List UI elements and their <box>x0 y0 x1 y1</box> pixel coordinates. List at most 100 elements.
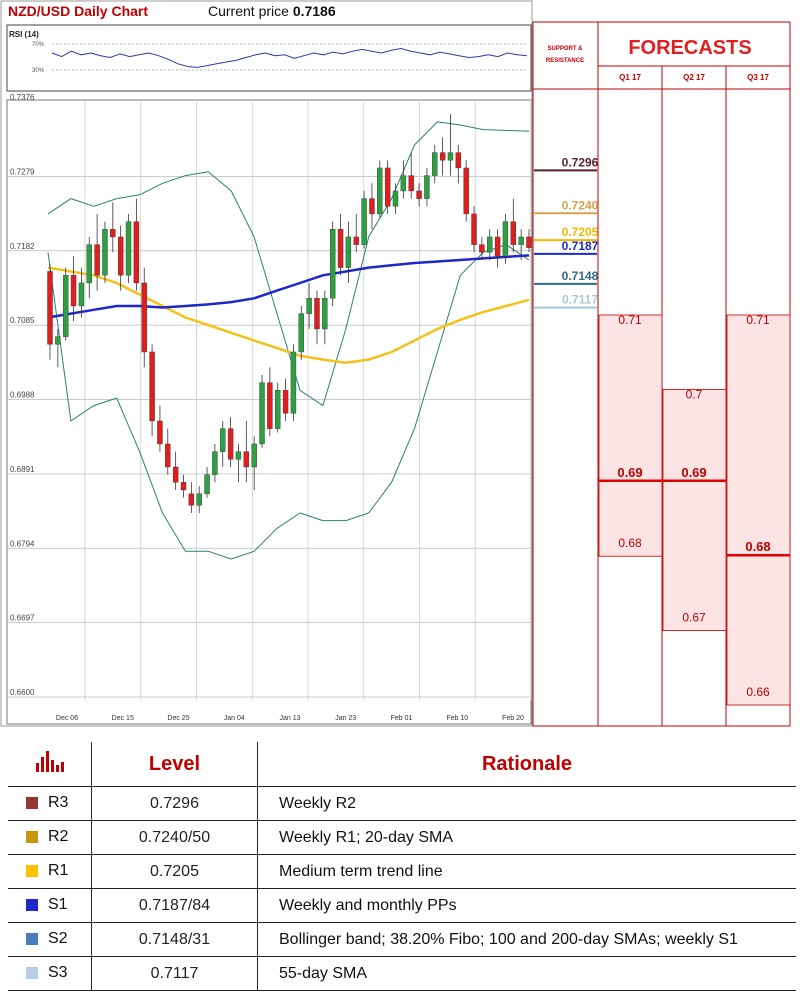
candle-body <box>479 244 485 253</box>
rsi-level-label: 70% <box>32 42 45 48</box>
candle-body <box>86 244 92 284</box>
candle-body <box>188 493 195 506</box>
candle-body <box>306 298 312 314</box>
color-swatch <box>26 899 38 912</box>
candle-body <box>455 152 462 169</box>
y-tick-label: 0.6697 <box>10 614 35 623</box>
col-header-level: Level <box>91 742 258 787</box>
candle-body <box>102 229 108 276</box>
candle-body <box>165 443 171 468</box>
row-tag: S3 <box>8 956 92 991</box>
candle-body <box>384 167 391 207</box>
level-tag: S2 <box>48 930 68 948</box>
level-value: 0.7148/31 <box>91 922 258 957</box>
color-swatch <box>26 797 38 810</box>
x-tick-label: Feb 01 <box>391 715 413 722</box>
rationale-text: Medium term trend line <box>257 854 796 889</box>
sma-55-line <box>47 266 530 364</box>
table-row: S1 0.7187/84 Weekly and monthly PPs <box>8 888 796 923</box>
candle-body <box>471 213 477 245</box>
x-tick-label: Jan 04 <box>224 715 245 722</box>
x-tick-label: Dec 06 <box>56 715 78 722</box>
forecast-range <box>662 388 727 631</box>
current-price-value: 0.7186 <box>292 3 336 19</box>
candle-body <box>502 221 509 257</box>
candle-body <box>439 152 446 161</box>
candle-body <box>149 351 155 422</box>
color-swatch <box>26 933 38 946</box>
table-row: R1 0.7205 Medium term trend line <box>8 854 796 889</box>
forecast-low: 0.68 <box>618 536 642 550</box>
candle-body <box>392 190 399 207</box>
candle-body <box>267 382 273 429</box>
rsi-line <box>51 47 528 68</box>
y-tick-label: 0.6891 <box>10 465 35 474</box>
rationale-text: Weekly R1; 20-day SMA <box>257 820 796 855</box>
table-row: S3 0.7117 55-day SMA <box>8 956 796 991</box>
candle-body <box>487 236 493 253</box>
forecast-mid: 0.68 <box>745 539 770 554</box>
x-tick-label: Jan 23 <box>335 715 356 722</box>
forecast-range <box>598 314 663 557</box>
bollinger-lower-band <box>47 244 530 560</box>
candle-body <box>510 221 516 245</box>
table-row: R3 0.7296 Weekly R2 <box>8 786 796 821</box>
row-tag: S2 <box>8 922 92 957</box>
candle-body <box>117 236 124 276</box>
rationale-text: 55-day SMA <box>257 956 796 991</box>
level-value: 0.7205 <box>91 854 258 889</box>
candle-body <box>432 152 438 176</box>
level-value: 0.7187/84 <box>91 888 258 923</box>
candle-body <box>196 493 202 506</box>
candle-body <box>133 221 140 284</box>
candle-body <box>369 198 375 215</box>
candle-body <box>275 390 281 429</box>
x-tick-label: Dec 15 <box>112 715 134 722</box>
candle-body <box>408 175 414 192</box>
candle-body <box>494 236 501 257</box>
candle-body <box>47 271 53 345</box>
sr-level-label: 0.7240 <box>562 198 599 212</box>
rsi-label: RSI (14) <box>9 30 39 39</box>
candle-body <box>377 167 383 215</box>
sr-level-label: 0.7296 <box>562 155 599 169</box>
candle-body <box>227 428 234 460</box>
row-tag: R1 <box>8 854 92 889</box>
candle-body <box>220 428 226 452</box>
row-tag: R2 <box>8 820 92 855</box>
sr-level-label: 0.7148 <box>562 269 599 283</box>
rsi-panel-frame <box>6 24 532 92</box>
candle-body <box>353 236 359 245</box>
candle-body <box>63 275 69 337</box>
candle-body <box>259 382 265 445</box>
current-price: Current price 0.7186 <box>208 3 336 19</box>
candle-body <box>243 451 250 468</box>
sma-200-line <box>47 254 530 319</box>
y-tick-label: 0.7376 <box>10 93 35 102</box>
forecast-high: 0.71 <box>618 313 642 327</box>
bar-chart-icon <box>8 742 92 787</box>
candle-body <box>345 236 352 268</box>
color-swatch <box>26 967 38 980</box>
y-tick-label: 0.6600 <box>10 688 35 697</box>
candle-body <box>298 313 304 353</box>
candle-body <box>282 390 289 414</box>
candle-body <box>180 482 187 491</box>
forecast-range <box>726 314 791 706</box>
forecast-mid: 0.69 <box>617 465 642 480</box>
sr-header-line1: SUPPORT & <box>547 46 583 52</box>
chart-frame <box>0 0 533 727</box>
quarter-label: Q1 17 <box>619 73 641 82</box>
forecast-high: 0.71 <box>746 313 770 327</box>
candle-body <box>337 229 344 268</box>
quarter-label: Q3 17 <box>747 73 769 82</box>
candle-body <box>400 175 407 192</box>
forecast-high: 0.7 <box>686 387 703 401</box>
rationale-text: Bollinger band; 38.20% Fibo; 100 and 200… <box>257 922 796 957</box>
candle-body <box>157 420 163 445</box>
forecast-mid: 0.69 <box>681 465 706 480</box>
candle-body <box>463 167 469 215</box>
row-tag: R3 <box>8 786 92 821</box>
candle-body <box>70 275 77 307</box>
table-row: R2 0.7240/50 Weekly R1; 20-day SMA <box>8 820 796 855</box>
